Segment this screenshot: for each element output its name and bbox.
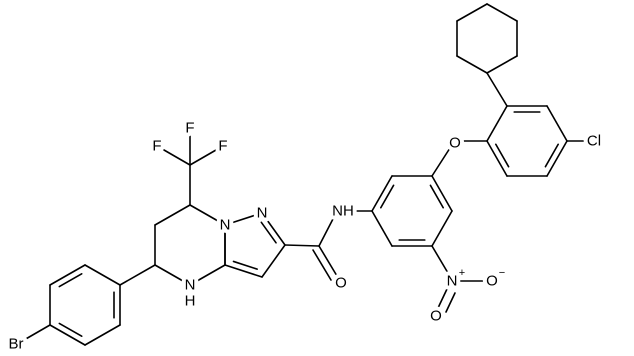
bond [49,324,86,346]
bond [486,55,518,74]
bond [456,3,488,22]
bond [163,149,191,166]
atom-label: N [185,277,196,294]
bond [23,324,51,341]
bond [486,140,508,177]
bond [232,260,258,270]
bond [58,322,83,338]
bond [546,140,568,177]
atom-label: N [447,273,458,290]
bond [312,249,332,281]
bond [486,72,508,107]
bond [546,105,568,142]
bond [154,264,191,286]
atom-label: Cl [587,133,601,150]
atom-label: N [257,205,268,222]
charge-label: − [499,267,505,279]
bond [318,245,338,277]
bond [431,175,453,212]
atom-label: O [449,135,461,152]
bond [49,264,86,286]
bond [494,143,510,168]
bond [119,264,156,286]
bond [431,210,453,247]
charge-label: + [459,267,465,279]
bond [189,264,226,286]
atom-label: F [218,138,227,155]
bond [189,149,217,166]
bond [224,264,263,278]
atom-label: O [486,273,498,290]
bond [429,184,445,209]
bond [544,143,560,168]
bond [431,147,451,177]
atom-label: H [185,293,196,310]
bond [318,216,335,247]
bond [486,3,518,22]
bond [371,175,393,212]
bond [261,244,286,278]
bond [261,212,286,246]
bond [486,105,508,142]
bond [371,210,393,247]
bond [189,204,226,226]
atom-labels: F F F N N N H O NH O Cl N + O − O Br [5,116,606,356]
bond [58,272,83,288]
atom-label: Br [9,336,24,353]
bond [379,184,395,209]
bond [224,212,263,226]
bond [456,55,488,74]
bond [284,244,320,247]
bond [260,221,277,244]
bond [84,264,121,286]
atom-label: NH [332,203,354,220]
bond [437,288,448,309]
bond [154,204,191,226]
atom-label: O [335,275,347,292]
bond [84,324,121,346]
atom-label: F [152,138,161,155]
atom-label: F [185,120,194,137]
bond [445,292,456,313]
atom-label: O [430,308,442,325]
bonds [23,3,585,346]
atom-label: N [220,217,231,234]
bond [431,245,449,274]
